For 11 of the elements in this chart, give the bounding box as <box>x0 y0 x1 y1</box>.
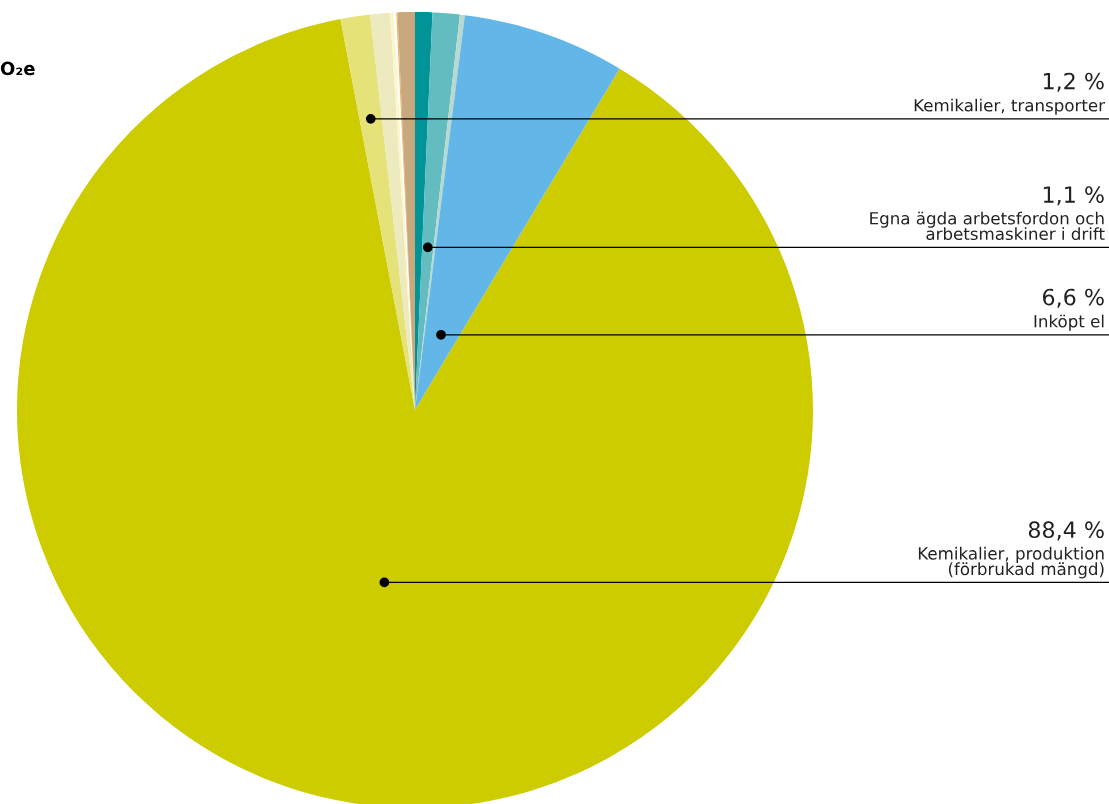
data-label: 6,6 % <box>1043 288 1104 308</box>
slice-label: Kemikalier, transporter <box>914 98 1105 115</box>
pie-slice <box>340 14 415 410</box>
data-label: 1,2 % <box>1043 72 1104 92</box>
pie-slice <box>415 15 620 410</box>
slice-label: Inköpt el <box>1034 314 1104 331</box>
slice-label: Egna ägda arbetsfordon och arbetsmaskiner i drift <box>870 211 1105 241</box>
data-label: 1,1 % <box>1043 186 1104 206</box>
data-label: 88,4 % <box>1028 521 1104 541</box>
text: O₂e <box>0 61 35 76</box>
slice-label: Kemikalier, produktion (förbrukad mängd) <box>918 546 1104 579</box>
